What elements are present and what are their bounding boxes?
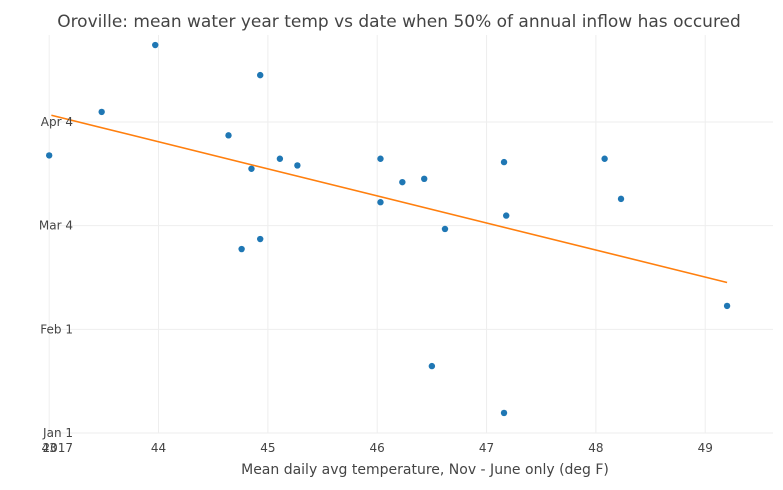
x-tick-label: 49 [698,441,713,455]
y-tick-sublabel: 2017 [42,441,73,455]
data-point [503,212,510,219]
x-tick-label: 45 [260,441,275,455]
y-tick-label: Jan 1 [42,426,73,440]
data-point [601,155,608,162]
data-point [225,132,232,139]
data-point [500,158,508,166]
data-point [500,409,508,417]
data-point [152,41,159,49]
data-point [294,162,301,169]
data-point [45,152,53,159]
x-tick-label: 46 [370,441,385,455]
fit-line-layer [51,114,728,284]
x-tick-label: 48 [588,441,603,455]
data-point [723,302,731,310]
data-point [257,235,264,243]
y-tick-label: Feb 1 [40,322,73,336]
y-tick-label: Apr 4 [41,115,73,129]
y-tick-label: Mar 4 [39,219,73,233]
data-point [377,199,384,206]
trend-line [51,114,728,284]
data-point [617,195,625,203]
data-point [428,362,436,370]
grid-layer [47,35,773,434]
data-point [257,71,264,79]
data-point [276,155,284,162]
data-point [248,165,255,172]
x-tick-label: 47 [479,441,494,455]
data-point [441,225,449,233]
x-axis-title: Mean daily avg temperature, Nov - June o… [241,462,609,478]
x-tick-labels: 43 44 45 46 47 48 49 [42,441,713,455]
data-point [421,175,428,183]
data-point [399,178,406,186]
x-tick-label: 43 [42,441,57,455]
data-point [238,245,245,253]
data-point [98,108,105,116]
chart-title: Oroville: mean water year temp vs date w… [57,12,741,32]
x-tick-label: 44 [151,441,166,455]
data-point [377,155,384,162]
point-layer [45,41,731,417]
